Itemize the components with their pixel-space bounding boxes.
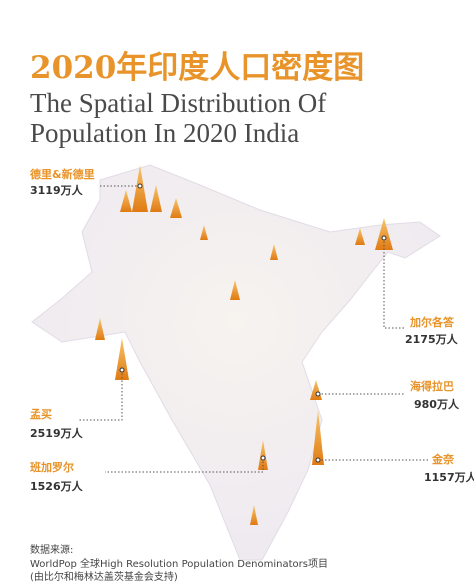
city-name: 海得拉巴 (410, 379, 454, 393)
source-label: 数据来源: (30, 543, 73, 556)
city-population: 2175万人 (405, 332, 459, 346)
annotations (78, 183, 430, 473)
city-population: 3119万人 (30, 183, 84, 197)
map (31, 164, 441, 561)
city-population: 980万人 (414, 397, 460, 411)
source-text: WorldPop 全球High Resolution Population De… (30, 557, 328, 570)
city-name: 金奈 (431, 452, 455, 466)
city-population: 2519万人 (30, 426, 84, 440)
land (31, 164, 441, 561)
source-text: (由比尔和梅林达盖茨基金会支持) (30, 570, 178, 583)
city-name: 加尔各答 (409, 315, 455, 329)
title: 2020年印度人口密度图 (30, 50, 364, 86)
city-population: 1157万人 (424, 470, 474, 484)
density-peaks (95, 165, 393, 525)
subtitle-line: Population In 2020 India (30, 118, 299, 148)
city-name: 班加罗尔 (30, 460, 74, 474)
city-name: 孟买 (30, 407, 52, 421)
city-population: 1526万人 (30, 479, 84, 493)
subtitle-line: The Spatial Distribution Of (30, 88, 326, 118)
city-name: 德里&新德里 (29, 167, 95, 181)
